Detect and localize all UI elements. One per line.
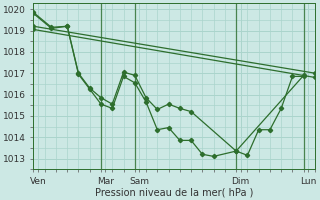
- X-axis label: Pression niveau de la mer( hPa ): Pression niveau de la mer( hPa ): [95, 187, 253, 197]
